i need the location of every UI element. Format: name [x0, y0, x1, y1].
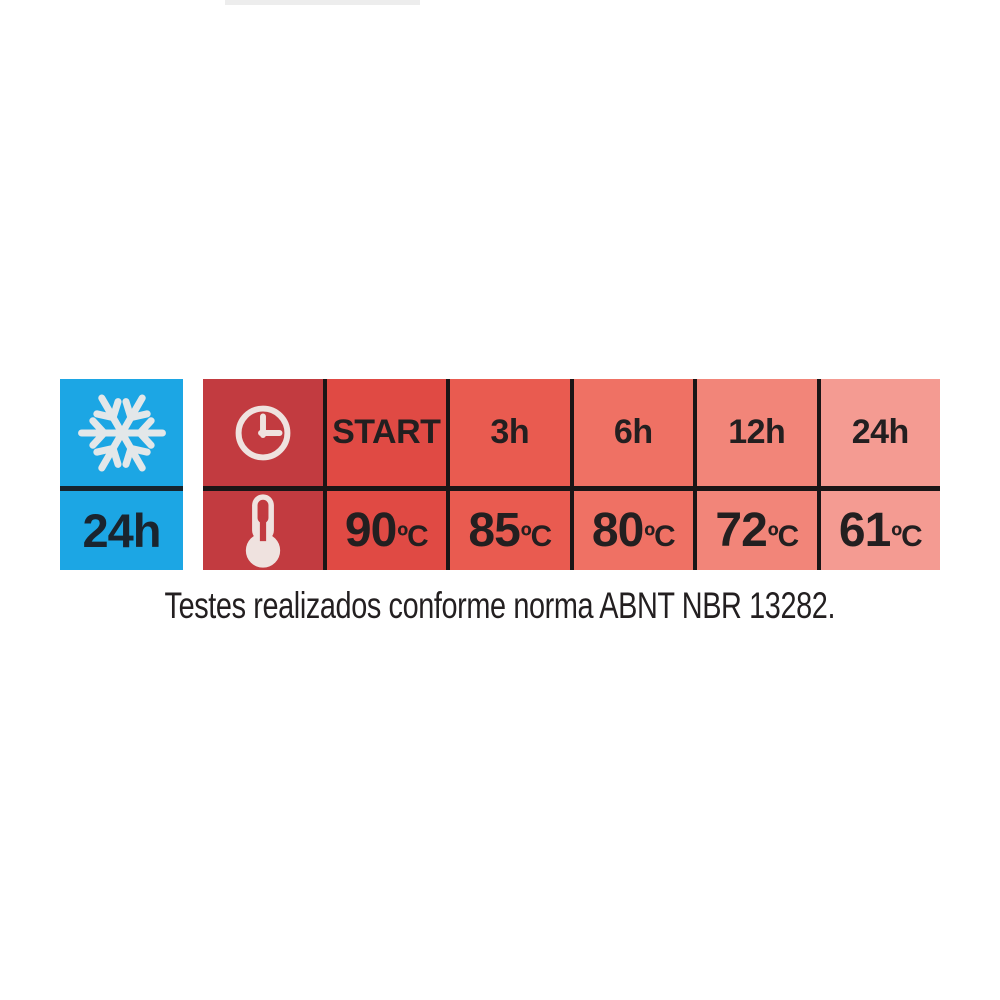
- time-label: 24h: [851, 413, 910, 451]
- clock-icon: [230, 400, 296, 466]
- temp-cell-3h: 85 ºC: [450, 491, 570, 570]
- time-label: 12h: [728, 413, 786, 451]
- temperature-value: 61 ºC: [838, 504, 923, 557]
- temp-cell-24h: 61 ºC: [820, 491, 940, 570]
- cropped-edge-artifact: [225, 0, 420, 5]
- thermometer-icon: [238, 492, 288, 570]
- snowflake-icon: [75, 386, 169, 480]
- time-cell-start: START: [326, 379, 446, 486]
- temperature-value: 72 ºC: [715, 504, 799, 557]
- temperature-value: 80 ºC: [591, 504, 676, 557]
- thermometer-icon-cell: [203, 491, 323, 570]
- test-standard-caption: Testes realizados conforme norma ABNT NB…: [0, 585, 1000, 627]
- time-label: START: [332, 413, 441, 451]
- temp-cell-12h: 72 ºC: [697, 491, 817, 570]
- temp-cell-start: 90 ºC: [326, 491, 446, 570]
- cold-icon-cell: [60, 379, 183, 486]
- caption-text: Testes realizados conforme norma ABNT NB…: [164, 585, 836, 626]
- time-cell-24h: 24h: [820, 379, 940, 486]
- clock-icon-cell: [203, 379, 323, 486]
- time-label: 3h: [490, 413, 530, 451]
- cold-retention-panel: 24h: [60, 379, 183, 570]
- time-label: 6h: [613, 413, 653, 451]
- cold-duration-cell: 24h: [60, 491, 183, 570]
- temperature-value: 85 ºC: [468, 504, 552, 557]
- cold-duration-label: 24h: [82, 504, 162, 557]
- temp-cell-6h: 80 ºC: [573, 491, 693, 570]
- time-cell-6h: 6h: [573, 379, 693, 486]
- temperature-value: 90 ºC: [344, 504, 429, 557]
- heat-retention-table: START 3h 6h 12h 24h 90 ºC: [203, 379, 940, 570]
- time-cell-3h: 3h: [450, 379, 570, 486]
- time-cell-12h: 12h: [697, 379, 817, 486]
